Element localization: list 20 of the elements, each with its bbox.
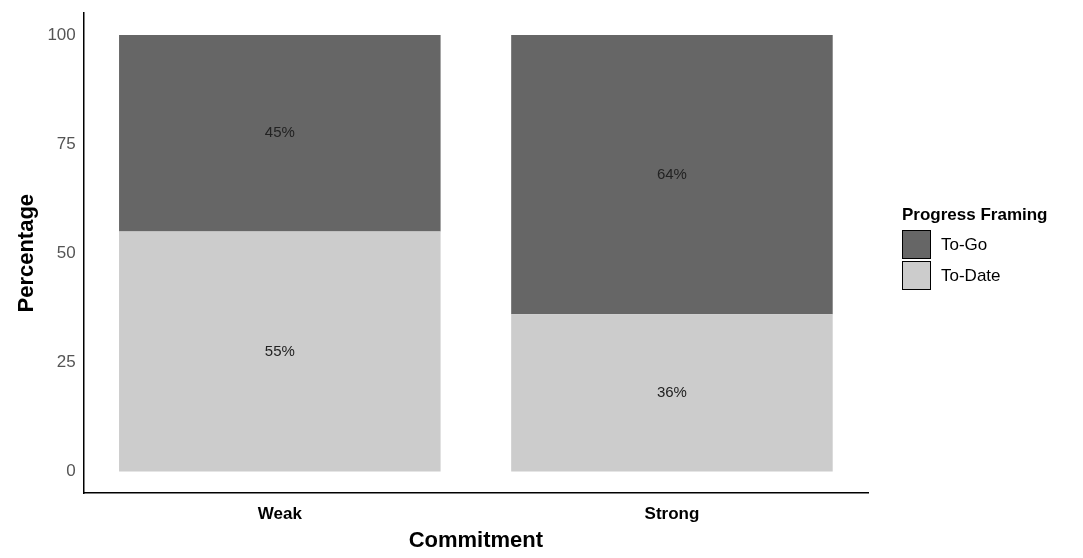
bar bbox=[511, 35, 833, 315]
bar bbox=[119, 231, 441, 472]
y-tick-label: 50 bbox=[56, 242, 76, 262]
data-label: 45% bbox=[264, 123, 295, 141]
data-label: 64% bbox=[656, 164, 687, 182]
y-tick-label: 25 bbox=[56, 351, 76, 371]
y-tick-label: 0 bbox=[66, 461, 76, 481]
legend-title: Progress Framing bbox=[902, 205, 1048, 225]
bar bbox=[119, 35, 441, 232]
y-tick-label: 100 bbox=[47, 24, 76, 44]
y-axis-title: Percentage bbox=[13, 193, 39, 313]
legend-label: To-Date bbox=[941, 265, 1001, 286]
text: To-Go bbox=[941, 234, 988, 255]
x-axis-title: Commitment bbox=[408, 526, 544, 552]
x-tick-label: Weak bbox=[257, 504, 303, 524]
data-label: 55% bbox=[264, 341, 295, 359]
data-label: 36% bbox=[656, 382, 687, 400]
y-tick-label: 75 bbox=[56, 133, 76, 153]
x-tick-label: Strong bbox=[644, 504, 700, 524]
bar bbox=[511, 314, 833, 472]
